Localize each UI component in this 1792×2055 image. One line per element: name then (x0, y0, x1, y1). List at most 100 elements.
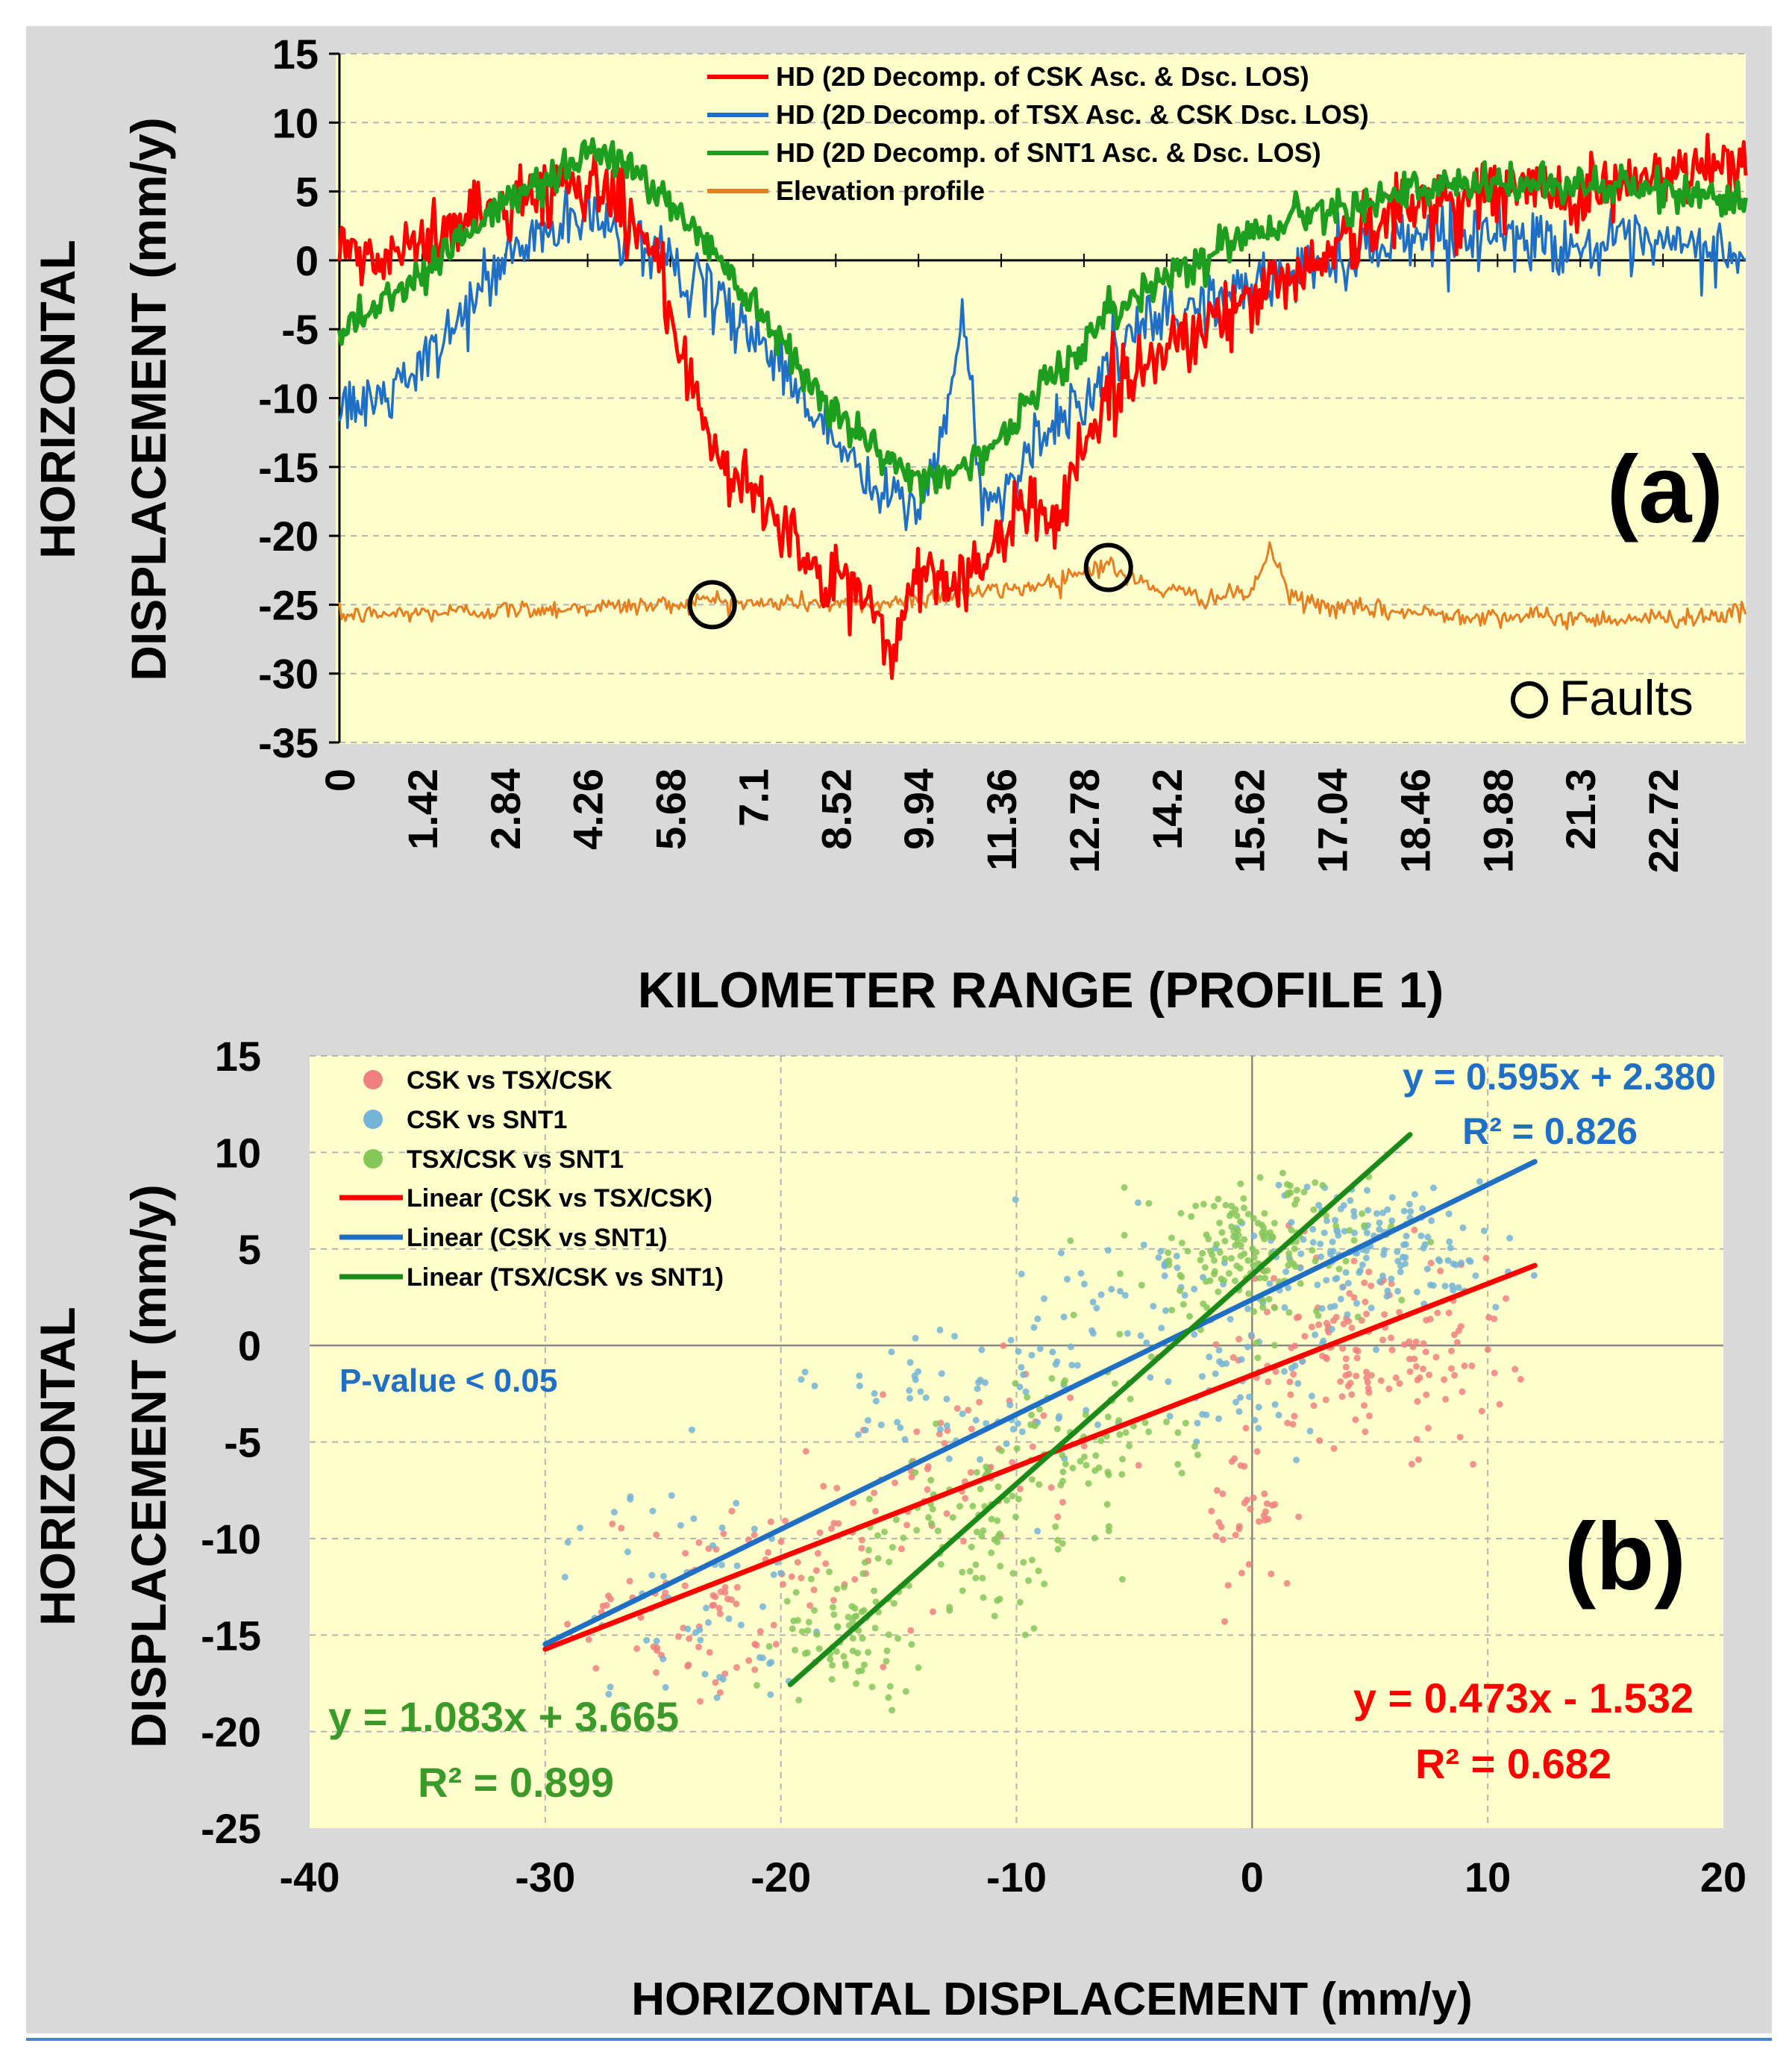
scatter-point (1145, 1200, 1153, 1207)
scatter-point (1457, 1323, 1464, 1330)
scatter-point (868, 1683, 876, 1691)
scatter-point (969, 1502, 977, 1510)
scatter-point (1342, 1355, 1350, 1363)
scatter-point (1104, 1413, 1112, 1421)
scatter-point (1174, 1429, 1182, 1436)
scatter-point (1337, 1295, 1344, 1303)
scatter-point (1412, 1363, 1420, 1370)
scatter-point (668, 1492, 675, 1499)
scatter-point (1419, 1205, 1426, 1213)
scatter-point (1287, 1391, 1294, 1398)
scatter-point (1385, 1385, 1393, 1392)
scatter-point (972, 1416, 980, 1424)
scatter-point (653, 1669, 660, 1676)
scatter-point (1126, 1442, 1133, 1450)
scatter-point (1316, 1437, 1323, 1445)
scatter-point (830, 1611, 838, 1618)
scatter-point (1344, 1383, 1352, 1390)
scatter-point (894, 1419, 901, 1426)
scatter-point (1056, 1413, 1063, 1420)
scatter-point (1085, 1480, 1092, 1487)
scatter-point (1323, 1319, 1330, 1327)
scatter-point (1342, 1257, 1350, 1265)
scatter-point (1297, 1280, 1304, 1287)
scatter-point (1018, 1270, 1025, 1277)
scatter-point (1225, 1270, 1232, 1277)
scatter-point (1022, 1388, 1030, 1395)
scatter-point (1088, 1327, 1096, 1334)
scatter-point (650, 1643, 657, 1651)
scatter-point (834, 1623, 841, 1630)
scatter-point (1300, 1189, 1308, 1195)
scatter-point (1332, 1216, 1339, 1224)
scatter-point (1077, 1270, 1085, 1277)
scatter-point (908, 1641, 915, 1648)
legend-label-csk-vs-snt1: CSK vs SNT1 (407, 1106, 567, 1134)
scatter-point (1365, 1269, 1373, 1276)
scatter-point (1062, 1460, 1069, 1468)
scatter-point (820, 1483, 827, 1490)
panel-b-fit-lines (542, 1132, 1538, 1688)
scatter-point (684, 1625, 692, 1633)
scatter-point (1105, 1523, 1112, 1530)
scatter-point (1211, 1268, 1218, 1275)
scatter-point (1186, 1313, 1193, 1320)
scatter-point (1218, 1229, 1226, 1236)
y-tick-label-25: -25 (258, 581, 319, 628)
scatter-point (1346, 1290, 1353, 1297)
scatter-point (1299, 1358, 1306, 1366)
panel-b-axes (310, 1056, 1723, 1828)
b-x-tick-label-20: 20 (1700, 1854, 1746, 1901)
scatter-point (1286, 1182, 1294, 1189)
panel-b-x-tick-labels: -40 -30 -20 -10 0 10 20 (280, 1854, 1747, 1901)
scatter-point (1269, 1501, 1276, 1509)
scatter-point (1179, 1301, 1187, 1308)
scatter-point (1115, 1417, 1123, 1424)
scatter-point (1350, 1257, 1358, 1265)
scatter-point (1135, 1462, 1142, 1469)
scatter-point (1216, 1219, 1224, 1227)
scatter-point (1250, 1232, 1258, 1239)
scatter-point (959, 1568, 966, 1576)
scatter-point (1201, 1264, 1209, 1271)
scatter-point (1290, 1371, 1297, 1378)
scatter-point (927, 1477, 935, 1484)
scatter-point (1445, 1310, 1453, 1316)
scatter-point (934, 1527, 942, 1535)
scatter-point (1506, 1234, 1514, 1242)
scatter-point (1250, 1262, 1257, 1269)
scatter-point (1237, 1242, 1244, 1249)
scatter-point (1226, 1316, 1234, 1323)
scatter-point (1285, 1309, 1293, 1316)
scatter-point (1254, 1219, 1262, 1227)
scatter-point (716, 1689, 724, 1696)
scatter-point (1145, 1428, 1153, 1436)
scatter-point (997, 1563, 1004, 1570)
scatter-point (1200, 1201, 1207, 1208)
scatter-point (609, 1520, 616, 1527)
scatter-point (1028, 1411, 1035, 1419)
p-value-annotation: P-value < 0.05 (339, 1363, 557, 1399)
scatter-point (1254, 1354, 1262, 1362)
scatter-point (828, 1676, 836, 1683)
scatter-point (1428, 1217, 1435, 1224)
scatter-point (1040, 1412, 1047, 1419)
scatter-point (1166, 1413, 1174, 1420)
legend-label-hd-snt1: HD (2D Decomp. of SNT1 Asc. & Dsc. LOS) (776, 137, 1321, 168)
scatter-point (1373, 1346, 1379, 1354)
scatter-point (1105, 1471, 1112, 1478)
scatter-point (1427, 1260, 1435, 1267)
scatter-point (1400, 1254, 1406, 1261)
scatter-point (798, 1574, 805, 1582)
panel-a-y-tick-labels: 15 10 5 0 -5 -10 -15 -20 -25 -30 -35 (258, 31, 319, 766)
scatter-point (1318, 1253, 1324, 1260)
scatter-point (1028, 1351, 1036, 1359)
scatter-point (1250, 1494, 1257, 1501)
scatter-point (603, 1601, 610, 1609)
scatter-point (706, 1648, 713, 1656)
panel-a-x-axis-title: KILOMETER RANGE (PROFILE 1) (638, 962, 1444, 1019)
scatter-point (1322, 1396, 1329, 1404)
scatter-point (709, 1542, 716, 1549)
scatter-point (881, 1528, 889, 1536)
scatter-point (1118, 1471, 1126, 1478)
